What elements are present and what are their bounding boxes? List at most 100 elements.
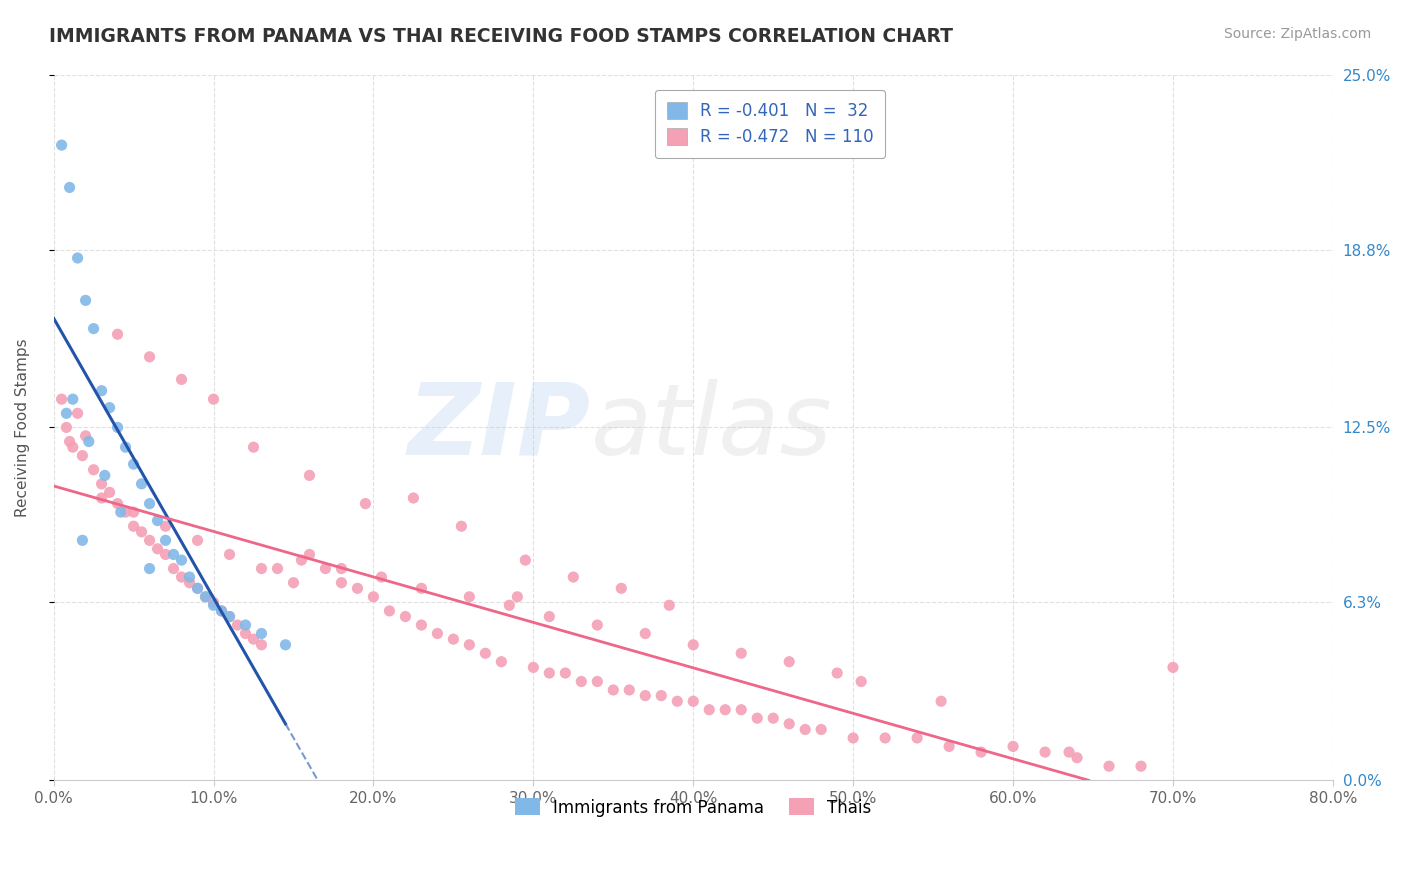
Point (658, 599, 681, 613)
Point (522, 660, 544, 674)
Point (114, 505, 136, 519)
Point (235, 618, 257, 632)
Point (114, 440, 136, 454)
Point (186, 582, 208, 596)
Point (290, 553, 312, 567)
Point (538, 666, 561, 681)
Point (138, 533, 160, 548)
Point (875, 731, 897, 745)
Point (458, 638, 481, 652)
Point (842, 731, 865, 745)
Point (218, 609, 240, 624)
Point (155, 548, 177, 562)
Point (83, 321, 105, 335)
Point (202, 599, 225, 613)
Point (66, 406, 89, 420)
Point (1098, 759, 1121, 773)
Point (218, 609, 240, 624)
Point (778, 716, 800, 731)
Point (66, 251, 89, 265)
Point (186, 582, 208, 596)
Point (411, 582, 433, 596)
Point (98, 401, 121, 415)
Point (602, 682, 624, 697)
Point (250, 626, 273, 640)
Point (59, 180, 82, 194)
Point (1130, 759, 1153, 773)
Point (747, 711, 769, 725)
Point (55, 406, 77, 420)
Text: atlas: atlas (591, 379, 832, 476)
Text: Source: ZipAtlas.com: Source: ZipAtlas.com (1223, 27, 1371, 41)
Point (250, 638, 273, 652)
Point (474, 646, 496, 660)
Point (283, 575, 305, 590)
Point (586, 674, 609, 689)
Point (211, 604, 233, 618)
Point (194, 590, 217, 604)
Point (562, 570, 585, 584)
Point (55, 420, 77, 434)
Point (450, 519, 472, 533)
Point (363, 590, 385, 604)
Legend: Immigrants from Panama, Thais: Immigrants from Panama, Thais (506, 790, 880, 825)
Point (138, 497, 160, 511)
Point (586, 618, 609, 632)
Point (666, 694, 689, 708)
Point (1161, 660, 1184, 674)
Point (619, 682, 641, 697)
Point (569, 674, 592, 689)
Point (155, 533, 177, 548)
Point (402, 491, 425, 505)
Point (354, 497, 377, 511)
Point (155, 519, 177, 533)
Point (515, 553, 537, 567)
Point (138, 561, 160, 575)
Point (170, 570, 193, 584)
Point (170, 372, 193, 386)
Point (411, 618, 433, 632)
Point (298, 548, 321, 562)
Point (122, 519, 145, 533)
Point (849, 674, 872, 689)
Point (714, 703, 737, 717)
Point (330, 575, 353, 590)
Point (610, 582, 633, 596)
Point (179, 570, 201, 584)
Point (107, 497, 129, 511)
Point (202, 392, 225, 407)
Point (90, 384, 112, 398)
Point (498, 599, 520, 613)
Point (1002, 739, 1025, 754)
Point (186, 533, 208, 548)
Point (346, 582, 368, 596)
Point (242, 440, 264, 454)
Point (394, 609, 416, 624)
Point (59, 434, 82, 449)
Point (1066, 750, 1088, 764)
Text: IMMIGRANTS FROM PANAMA VS THAI RECEIVING FOOD STAMPS CORRELATION CHART: IMMIGRANTS FROM PANAMA VS THAI RECEIVING… (49, 27, 953, 45)
Point (51, 138, 73, 153)
Point (491, 655, 513, 669)
Point (179, 575, 201, 590)
Point (554, 666, 576, 681)
Point (146, 541, 169, 556)
Point (762, 711, 785, 725)
Point (146, 514, 169, 528)
Point (242, 632, 264, 647)
Point (51, 392, 73, 407)
Point (122, 505, 145, 519)
Point (730, 703, 752, 717)
Point (235, 626, 257, 640)
Point (697, 703, 720, 717)
Point (211, 604, 233, 618)
Point (298, 468, 321, 483)
Point (650, 689, 672, 703)
Point (378, 604, 401, 618)
Point (202, 595, 225, 609)
Point (458, 590, 481, 604)
Point (266, 561, 288, 575)
Point (250, 561, 273, 575)
Point (90, 476, 112, 491)
Point (131, 476, 153, 491)
